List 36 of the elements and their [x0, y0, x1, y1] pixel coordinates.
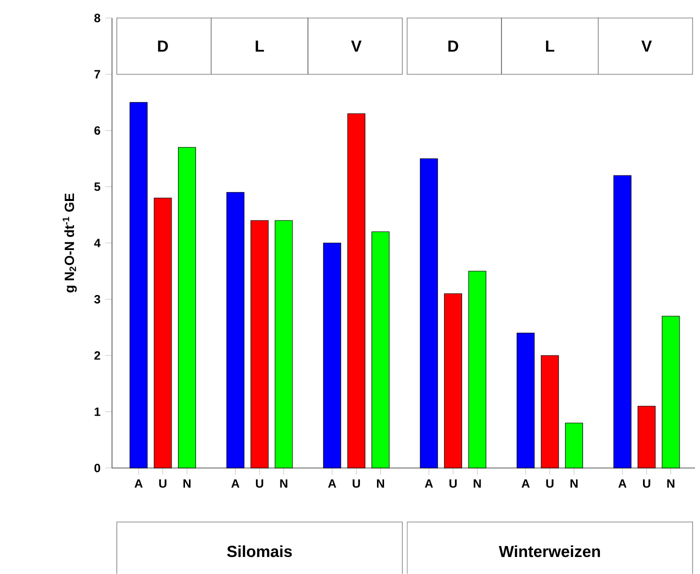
x-tick-label: N: [376, 479, 384, 488]
x-tick-label: U: [642, 479, 650, 488]
x-tick-label: N: [280, 479, 288, 488]
x-tick-label: A: [424, 479, 433, 488]
annotation: D: [448, 40, 458, 52]
y-tick-label: 1: [94, 408, 100, 416]
x-tick-label: A: [328, 479, 336, 488]
x-tick-label: U: [256, 479, 264, 488]
x-tick-label: A: [231, 479, 240, 488]
x-tick-label: U: [352, 479, 360, 488]
y-tick-label: 3: [94, 294, 100, 304]
x-tick-label: N: [667, 479, 674, 488]
y-tick-label: 5: [94, 182, 100, 191]
x-tick-label: U: [159, 479, 166, 488]
y-axis-title: g N$_{2}$O-N dt$^{-1}$ GE: [62, 194, 77, 292]
text: Winterweizen: [498, 545, 600, 558]
x-tick-label: U: [449, 479, 457, 488]
x-tick-label: N: [183, 479, 191, 488]
y-tick-label: 6: [94, 126, 100, 135]
y-tick-label: 0: [94, 464, 100, 472]
x-tick-label: A: [522, 479, 530, 488]
x-tick-label: A: [618, 479, 626, 488]
y-tick-label: 7: [94, 70, 100, 78]
x-tick-label: N: [570, 479, 578, 488]
x-tick-label: A: [134, 479, 143, 488]
y-tick-label: 2: [94, 351, 100, 360]
annotation: L: [256, 40, 264, 52]
annotation: V: [351, 40, 362, 52]
x-tick-label: N: [474, 479, 481, 488]
annotation: L: [546, 40, 554, 52]
x-tick-label: U: [546, 479, 554, 488]
annotation: D: [158, 40, 168, 52]
annotation: V: [641, 40, 652, 52]
text: Silomais: [227, 545, 292, 558]
y-tick-label: 4: [94, 238, 101, 248]
y-tick-label: 8: [94, 14, 100, 22]
